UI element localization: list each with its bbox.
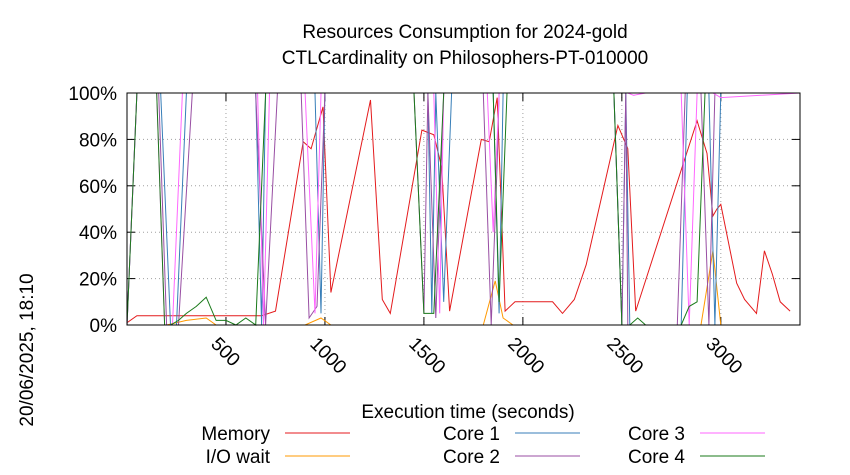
y-tick-label: 0% (90, 316, 118, 337)
legend-label: Core 2 (443, 447, 500, 468)
plot-frame (126, 92, 801, 326)
y-tick-label: 20% (79, 270, 117, 291)
y-tick-label: 80% (79, 130, 117, 151)
x-tick-label: 2500 (602, 334, 647, 379)
x-tick-label: 3000 (701, 334, 746, 379)
x-tick-label: 1000 (305, 334, 350, 379)
legend-label: Core 4 (628, 447, 685, 468)
legend-label: Memory (201, 424, 270, 445)
timestamp-label: 20/06/2025, 18:10 (17, 273, 38, 426)
x-tick-label: 2000 (503, 334, 548, 379)
y-axis-ticks: 0% 20% 40% 60% 80% 100% (68, 84, 800, 337)
series-line-core-3 (126, 92, 801, 326)
x-tick-label: 1500 (404, 334, 449, 379)
y-tick-label: 100% (68, 84, 117, 105)
legend-label: Core 3 (628, 424, 685, 445)
x-tick-label: 500 (206, 334, 243, 371)
legend-label: I/O wait (206, 447, 271, 468)
y-tick-label: 40% (79, 223, 117, 244)
chart-title-line-1: Resources Consumption for 2024-gold (302, 22, 627, 43)
chart-title-line-2: CTLCardinality on Philosophers-PT-010000 (282, 48, 648, 69)
y-tick-label: 60% (79, 177, 117, 198)
series-lines (126, 92, 801, 326)
series-line-core-4 (126, 92, 800, 326)
legend-label: Core 1 (443, 424, 500, 445)
x-axis-label: Execution time (seconds) (361, 402, 574, 423)
